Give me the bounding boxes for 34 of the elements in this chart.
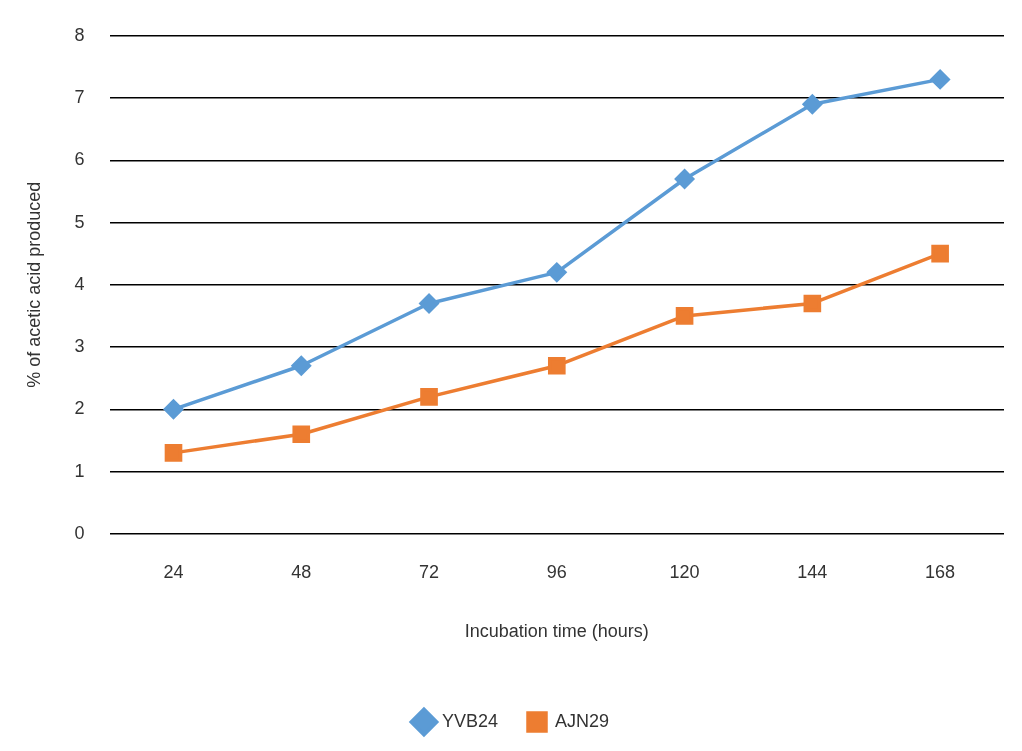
point [803,294,822,313]
y-tick-label: 8 [74,24,85,45]
point [547,262,567,283]
y-axis-title: % of acetic acid produced [23,181,44,388]
y-tick-label: 2 [74,398,85,419]
point [675,307,694,325]
y-tick-label: 0 [74,522,85,543]
point [291,355,312,376]
point [164,444,183,462]
x-tick-label: 120 [669,561,700,582]
point [420,388,438,406]
x-tick-label: 72 [419,561,440,582]
point [930,69,950,90]
point [163,399,184,420]
x-tick-label: 24 [163,561,184,582]
x-tick-label: 96 [546,561,567,582]
point [674,169,695,189]
point [419,293,439,314]
x-tick-label: 168 [925,561,956,582]
point [292,425,311,444]
y-tick-label: 7 [74,87,85,108]
point [547,356,566,375]
x-tick-label: 144 [797,561,828,582]
point [931,244,949,263]
y-tick-label: 5 [74,211,85,232]
y-tick-label: 3 [74,336,85,357]
y-tick-label: 6 [74,149,85,170]
x-axis-title: Incubation time (hours) [464,621,649,642]
legend-label: AJN29 [555,710,610,731]
x-tick-label: 48 [291,561,312,582]
legend-label: YVB24 [441,710,499,731]
point [802,94,823,115]
y-tick-label: 1 [74,460,85,481]
y-tick-label: 4 [74,273,85,294]
